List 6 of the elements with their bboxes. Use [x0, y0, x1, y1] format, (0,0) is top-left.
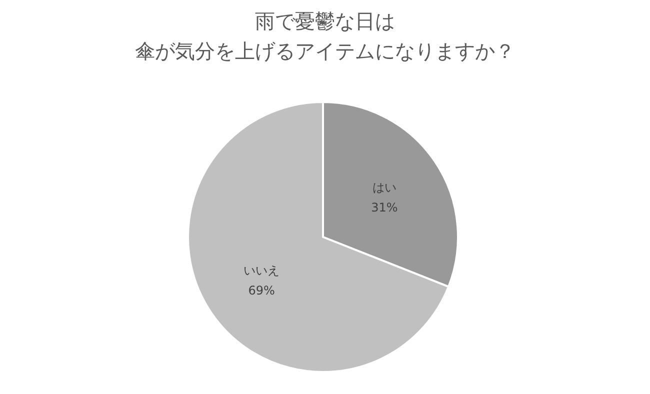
chart-subtitle: 傘が気分を上げるアイテムになりますか？ — [135, 39, 515, 63]
slice-label: はい — [372, 180, 396, 194]
data-label: 69% — [248, 284, 275, 298]
chart-title: 雨で憂鬱な日は — [255, 9, 395, 33]
slice-label: いいえ — [244, 264, 280, 278]
data-label: 31% — [371, 200, 398, 214]
